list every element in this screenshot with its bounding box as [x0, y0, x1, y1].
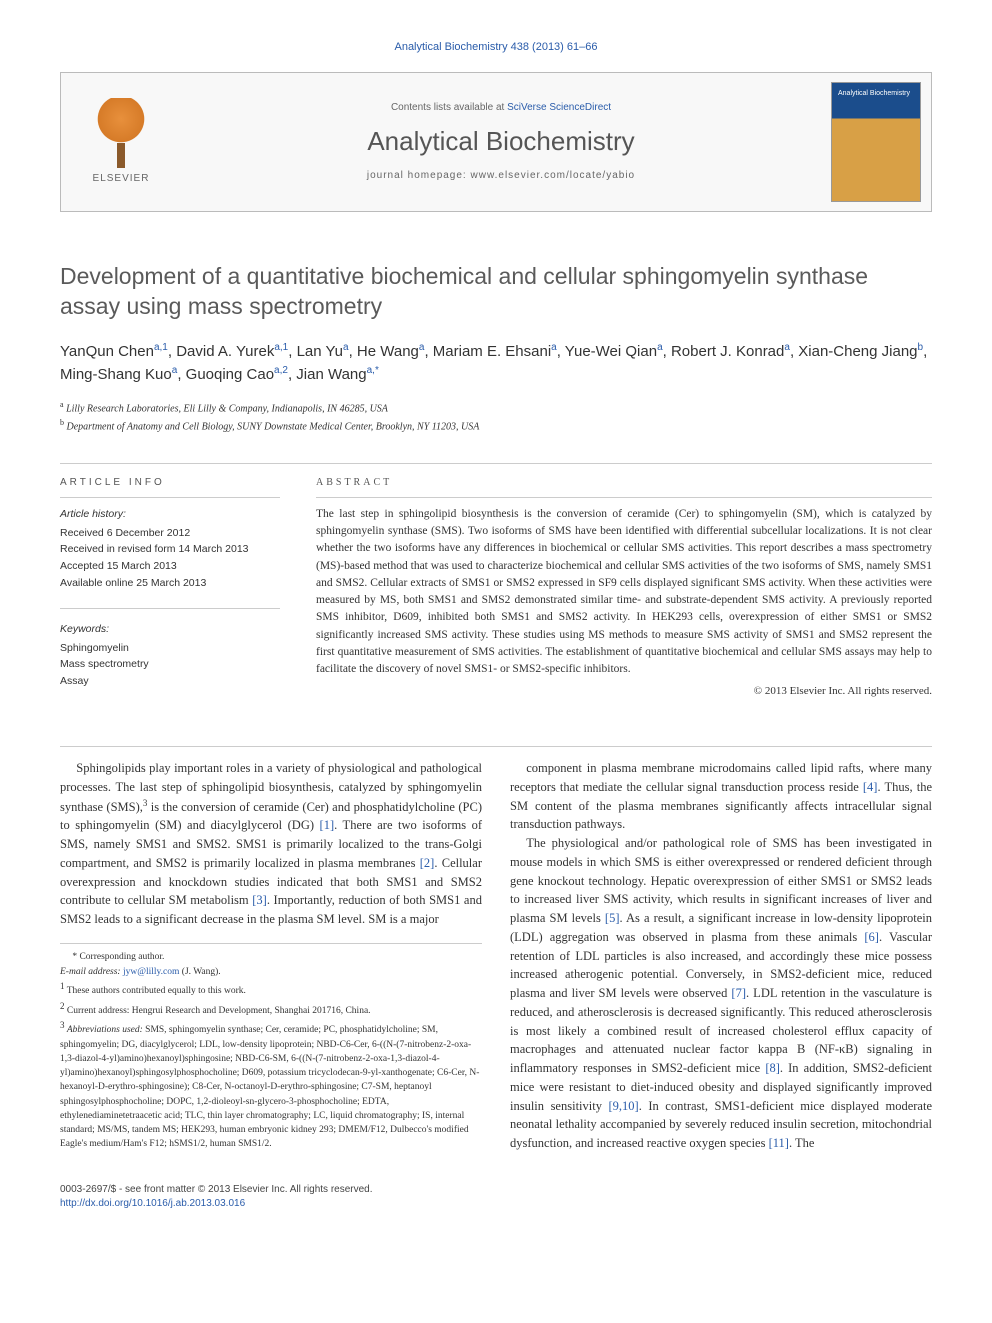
history-item: Received in revised form 14 March 2013 — [60, 541, 280, 558]
footnote-1: 1 These authors contributed equally to t… — [60, 980, 482, 998]
author-list: YanQun Chena,1, David A. Yureka,1, Lan Y… — [60, 340, 932, 387]
info-divider — [60, 608, 280, 609]
email-line: E-mail address: jyw@lilly.com (J. Wang). — [60, 965, 482, 979]
contents-prefix: Contents lists available at — [391, 102, 507, 113]
doi-link[interactable]: http://dx.doi.org/10.1016/j.ab.2013.03.0… — [60, 1198, 245, 1209]
journal-header: ELSEVIER Contents lists available at Sci… — [60, 72, 932, 212]
elsevier-logo[interactable]: ELSEVIER — [91, 98, 151, 187]
body-columns: Sphingolipids play important roles in a … — [60, 759, 932, 1153]
keywords-label: Keywords: — [60, 621, 280, 638]
publisher-logo-box: ELSEVIER — [61, 73, 181, 211]
homepage-url[interactable]: www.elsevier.com/locate/yabio — [471, 170, 636, 181]
article-title: Development of a quantitative biochemica… — [60, 262, 932, 322]
elsevier-tree-icon — [91, 98, 151, 168]
body-left-column: Sphingolipids play important roles in a … — [60, 759, 482, 1153]
divider — [60, 463, 932, 464]
article-history-block: Article history: Received 6 December 201… — [60, 506, 280, 592]
cover-thumbnail-box — [821, 73, 931, 211]
citation-header: Analytical Biochemistry 438 (2013) 61–66 — [60, 40, 932, 56]
email-name: (J. Wang). — [182, 967, 221, 977]
sciencedirect-link[interactable]: SciVerse ScienceDirect — [507, 102, 611, 113]
divider-below-abstract — [60, 746, 932, 747]
affiliations: a Lilly Research Laboratories, Eli Lilly… — [60, 399, 932, 436]
body-paragraph: The physiological and/or pathological ro… — [510, 834, 932, 1153]
article-info-heading: ARTICLE INFO — [60, 476, 280, 498]
keyword-item: Mass spectrometry — [60, 656, 280, 673]
history-item: Accepted 15 March 2013 — [60, 558, 280, 575]
email-label: E-mail address: — [60, 967, 121, 977]
footer: 0003-2697/$ - see front matter © 2013 El… — [60, 1183, 932, 1212]
footnote-3: 3 Abbreviations used: SMS, sphingomyelin… — [60, 1019, 482, 1151]
homepage-line: journal homepage: www.elsevier.com/locat… — [367, 169, 635, 184]
keywords-block: Keywords: SphingomyelinMass spectrometry… — [60, 621, 280, 690]
abstract-heading: ABSTRACT — [316, 476, 932, 498]
homepage-prefix: journal homepage: — [367, 170, 471, 181]
footnote-2: 2 Current address: Hengrui Research and … — [60, 1000, 482, 1018]
footnotes: * Corresponding author. E-mail address: … — [60, 943, 482, 1152]
abstract-column: ABSTRACT The last step in sphingolipid b… — [316, 476, 932, 706]
info-abstract-row: ARTICLE INFO Article history: Received 6… — [60, 476, 932, 706]
contents-line: Contents lists available at SciVerse Sci… — [391, 101, 611, 116]
keyword-item: Sphingomyelin — [60, 640, 280, 657]
body-paragraph: Sphingolipids play important roles in a … — [60, 759, 482, 929]
history-item: Available online 25 March 2013 — [60, 575, 280, 592]
copyright-line: © 2013 Elsevier Inc. All rights reserved… — [316, 684, 932, 700]
body-paragraph: component in plasma membrane microdomain… — [510, 759, 932, 834]
journal-name: Analytical Biochemistry — [367, 123, 634, 161]
body-right-column: component in plasma membrane microdomain… — [510, 759, 932, 1153]
email-address[interactable]: jyw@lilly.com — [123, 967, 179, 977]
history-item: Received 6 December 2012 — [60, 525, 280, 542]
issn-line: 0003-2697/$ - see front matter © 2013 El… — [60, 1183, 932, 1198]
abstract-text: The last step in sphingolipid biosynthes… — [316, 506, 932, 679]
journal-title-block: Contents lists available at SciVerse Sci… — [181, 73, 821, 211]
journal-cover-icon[interactable] — [831, 82, 921, 202]
publisher-name: ELSEVIER — [93, 172, 150, 187]
keyword-item: Assay — [60, 673, 280, 690]
corresponding-author: * Corresponding author. — [60, 950, 482, 964]
history-label: Article history: — [60, 506, 280, 523]
article-info-column: ARTICLE INFO Article history: Received 6… — [60, 476, 280, 706]
